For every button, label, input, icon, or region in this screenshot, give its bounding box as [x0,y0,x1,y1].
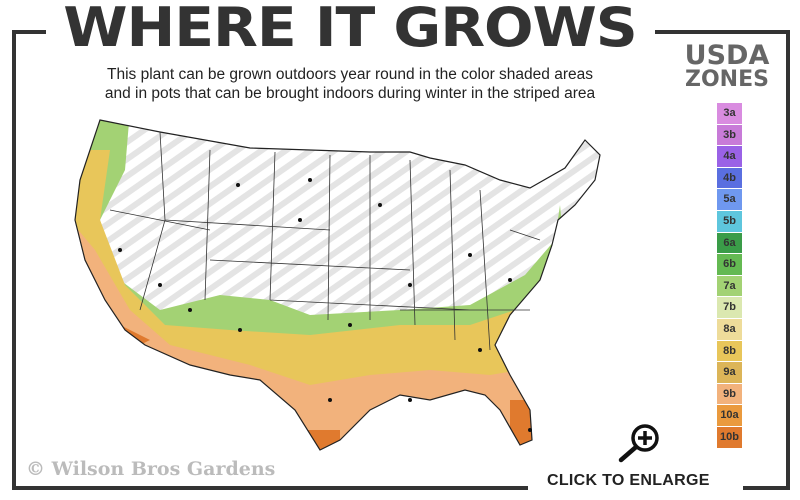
legend-title-zones: ZONES [685,67,769,92]
state-borders [109,131,541,351]
zone-swatch-5a: 5a [717,189,742,210]
zone-swatch-9b: 9b [717,383,742,405]
zone-legend: 3a 3b 4a 4b 5a 5b 6a 6b 7a 7b 8a 8b 9a 9b 10a 10b [717,103,742,449]
city-dots [118,178,532,432]
frame-bottom-left [12,486,528,490]
magnifier-plus-icon[interactable] [617,422,663,464]
zone-swatch-3a: 3a [717,103,742,124]
zone-swatch-9a: 9a [717,362,742,383]
zone-swatch-10b: 10b [717,426,742,448]
zone-swatch-5b: 5b [717,210,742,232]
frame-left [12,30,16,490]
zone-swatch-8b: 8b [717,340,742,362]
frame-top-right [655,30,790,34]
zone-swatch-6b: 6b [717,254,742,275]
zone-swatch-6a: 6a [717,232,742,254]
legend-title-usda: USDA [684,40,770,71]
zone-swatch-4a: 4a [717,146,742,167]
frame-top-left [12,30,46,34]
legend-title: USDA ZONES [672,40,782,92]
zone-swatch-10a: 10a [717,405,742,426]
zone-10-area [110,320,540,450]
zone-swatch-3b: 3b [717,124,742,146]
zone-swatch-7a: 7a [717,275,742,297]
zone-swatch-7b: 7b [717,297,742,318]
page-title: WHERE IT GROWS [63,0,637,59]
zone-swatch-4b: 4b [717,167,742,189]
subtitle-line-2: and in pots that can be brought indoors … [104,85,596,102]
copyright-watermark: © Wilson Bros Gardens [26,458,276,480]
us-zone-map[interactable] [70,110,610,460]
subtitle-line-1: This plant can be grown outdoors year ro… [107,66,593,83]
frame-right [786,30,790,490]
zone-swatch-8a: 8a [717,318,742,340]
frame-bottom-right [743,486,790,490]
click-to-enlarge-button[interactable]: CLICK TO ENLARGE [547,472,710,489]
